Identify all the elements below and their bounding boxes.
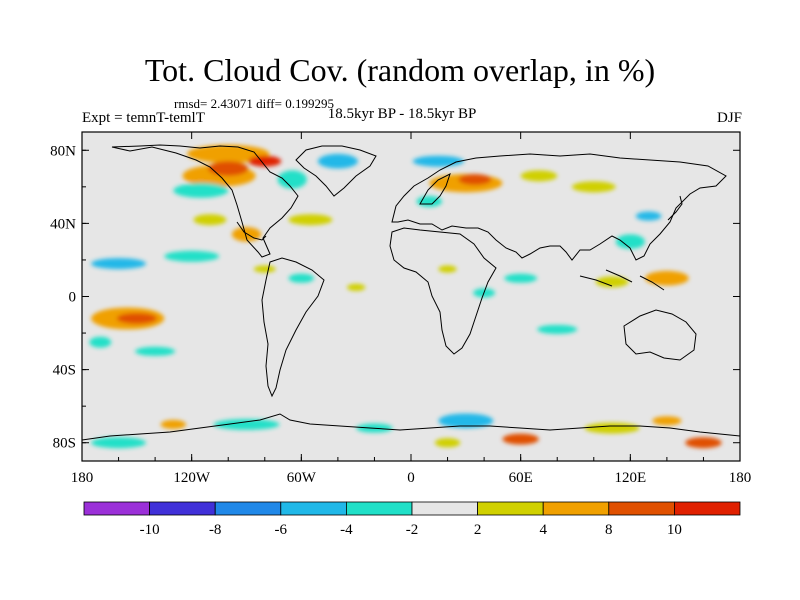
y-tick-label: 80N xyxy=(50,143,76,159)
colorbar-label: 4 xyxy=(539,522,547,538)
anomaly-blob xyxy=(635,211,662,221)
coast-eurasia xyxy=(391,153,727,261)
colorbar-label: -2 xyxy=(406,522,419,538)
anomaly-blob xyxy=(288,273,315,283)
anomaly-blob xyxy=(537,324,578,334)
anomaly-blob xyxy=(615,234,645,249)
anomaly-blob xyxy=(502,433,539,445)
anomaly-blob xyxy=(595,276,629,288)
anomaly-blob xyxy=(91,258,146,270)
x-tick-label: 120W xyxy=(173,470,211,486)
colorbar-swatch xyxy=(608,501,675,516)
coast-indonesia xyxy=(579,269,665,291)
axis-ticks xyxy=(81,132,741,461)
anomaly-blob xyxy=(317,153,358,169)
anomaly-blob xyxy=(91,437,146,449)
colorbar-label: -6 xyxy=(275,522,288,538)
anomaly-blob xyxy=(412,155,465,167)
x-tick-label: 180 xyxy=(71,470,94,486)
anomaly-blob xyxy=(89,336,112,348)
plot-title: Tot. Cloud Cov. (random overlap, in %) xyxy=(144,52,656,88)
anomaly-blob xyxy=(685,437,722,449)
anomaly-blob xyxy=(135,346,176,356)
axis-tick-labels: 180 120W 60W 0 60E 120E 180 80N 40N 0 40S 80S xyxy=(50,143,751,486)
anomaly-blob xyxy=(434,438,461,448)
colorbar-swatch xyxy=(149,501,216,516)
anomaly-blob xyxy=(248,155,282,167)
colorbar-label: -10 xyxy=(140,522,160,538)
anomaly-blob xyxy=(164,250,220,262)
anomaly-blob xyxy=(160,419,187,430)
colorbar-swatch xyxy=(83,501,150,516)
coast-greenland xyxy=(295,145,377,197)
anomaly-blob xyxy=(504,273,538,283)
anomaly-blob xyxy=(213,418,280,430)
x-tick-label: 0 xyxy=(407,470,415,486)
coastlines xyxy=(82,144,740,441)
y-tick-label: 40S xyxy=(53,363,76,379)
anomaly-blob xyxy=(187,144,270,164)
x-tick-label: 60W xyxy=(287,470,317,486)
coast-australia xyxy=(623,309,697,361)
anomaly-blob xyxy=(193,214,227,226)
anomaly-blob xyxy=(520,170,558,182)
season-label: DJF xyxy=(716,110,742,126)
colorbar-swatch xyxy=(411,501,478,516)
anomaly-blob xyxy=(438,413,494,429)
colorbar-label: -4 xyxy=(340,522,353,538)
anomaly-blob xyxy=(253,265,276,273)
anomaly-blob xyxy=(438,265,457,273)
experiment-label: Expt = temnT-temlT xyxy=(82,110,205,126)
anomaly-blob xyxy=(652,416,682,426)
coast-gulf xyxy=(236,221,267,241)
stats-line: rmsd= 2.43071 diff= 0.199295 xyxy=(174,96,334,111)
y-tick-label: 40N xyxy=(50,216,76,232)
y-tick-label: 0 xyxy=(69,290,77,306)
anomaly-blob xyxy=(288,214,333,226)
coast-south-america xyxy=(261,257,325,398)
colorbar-label: 10 xyxy=(667,522,682,538)
anomaly-blob xyxy=(116,312,157,324)
coast-north-america xyxy=(111,144,299,258)
colorbar-swatch xyxy=(674,501,741,516)
anomaly-blob xyxy=(208,161,249,176)
y-tick-label: 80S xyxy=(53,436,76,452)
coast-scandinavia xyxy=(419,173,451,205)
x-tick-label: 180 xyxy=(729,470,752,486)
colorbar-label: -8 xyxy=(209,522,222,538)
colorbar-swatch xyxy=(542,501,610,516)
colorbar-swatch xyxy=(345,501,413,516)
period-label: 18.5kyr BP - 18.5kyr BP xyxy=(327,106,477,122)
colorbar-label: 2 xyxy=(474,522,482,538)
anomaly-field xyxy=(89,144,722,449)
anomaly-blob xyxy=(458,174,492,186)
colorbar-label: 8 xyxy=(605,522,613,538)
colorbar-swatch xyxy=(214,501,282,516)
anomaly-blob xyxy=(173,183,229,198)
map-background xyxy=(82,132,740,461)
coast-antarctica xyxy=(82,413,740,441)
anomaly-blob xyxy=(347,283,366,292)
colorbar-swatch xyxy=(280,501,347,516)
colorbar-swatch xyxy=(477,501,544,516)
anomaly-blob xyxy=(277,170,307,189)
x-tick-label: 120E xyxy=(614,470,646,486)
anomaly-blob xyxy=(571,181,616,193)
coast-japan xyxy=(667,195,683,221)
colorbar: -10 -8 -6 -4 -2 2 4 8 10 xyxy=(83,501,741,538)
anomaly-blob xyxy=(584,422,640,434)
anomaly-blob xyxy=(644,270,689,286)
coast-africa xyxy=(389,227,497,355)
x-tick-label: 60E xyxy=(509,470,533,486)
